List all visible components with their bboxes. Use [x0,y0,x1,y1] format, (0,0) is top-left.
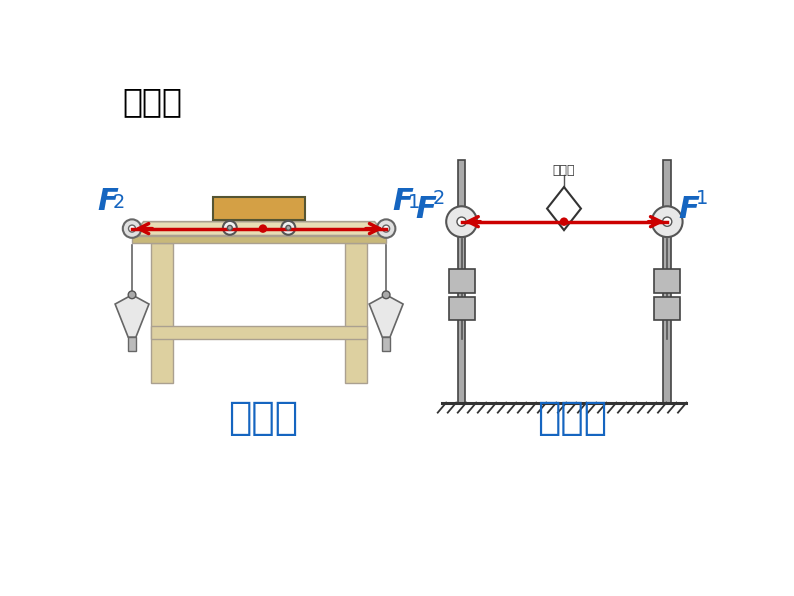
Circle shape [281,221,295,235]
Circle shape [382,291,390,299]
Bar [458,160,465,403]
Circle shape [383,225,390,232]
Bar [654,297,680,320]
Circle shape [446,206,477,237]
Text: 1: 1 [407,193,420,212]
Text: 2: 2 [113,193,125,212]
Text: F: F [415,195,436,224]
Text: 硬纸板: 硬纸板 [553,164,576,177]
Bar [152,243,173,383]
Bar [345,243,367,383]
Circle shape [662,217,672,226]
Circle shape [457,217,466,226]
Bar [654,269,680,293]
Bar [449,269,475,293]
Bar [132,235,386,243]
Bar [663,160,671,403]
Bar [152,325,367,340]
Circle shape [560,218,569,226]
Circle shape [223,221,237,235]
Bar [382,337,390,351]
Polygon shape [132,222,386,235]
Circle shape [259,224,267,233]
Text: F: F [392,187,413,216]
Polygon shape [547,187,581,230]
Text: F: F [679,195,700,224]
Text: 方案二: 方案二 [537,399,607,437]
Bar [213,197,305,220]
Circle shape [652,206,683,237]
Circle shape [129,225,136,232]
Bar [128,337,136,351]
Polygon shape [115,295,149,337]
Circle shape [123,219,141,238]
Text: 试一试: 试一试 [123,85,183,119]
Text: 方案一: 方案一 [228,399,298,437]
Text: 1: 1 [696,188,708,207]
Circle shape [128,291,136,299]
Circle shape [286,225,291,230]
Circle shape [377,219,395,238]
Circle shape [227,225,233,230]
Text: 2: 2 [433,188,445,207]
Bar [449,297,475,320]
Polygon shape [369,295,403,337]
Text: F: F [98,187,118,216]
